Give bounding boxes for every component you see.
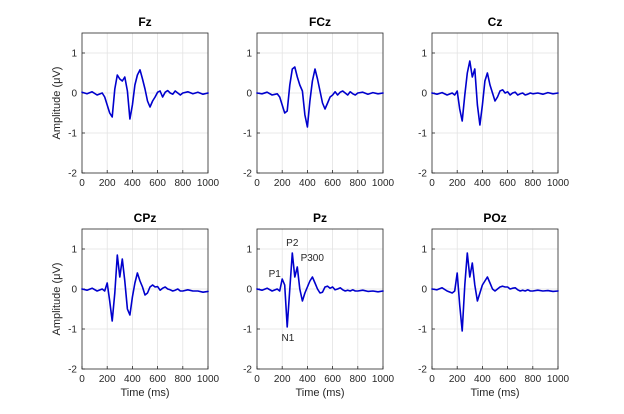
panel-fz: 0 200 400 600 800 1000 -2 -1 0 1 Fz Amplitude (μV) xyxy=(51,15,220,189)
axes-box xyxy=(81,32,209,174)
panel-poz: 0 200 400 600 800 1000 -2 -1 0 1 POz Time (ms) xyxy=(418,211,569,399)
erp-waveform-fcz xyxy=(256,66,384,128)
y-tick-label: -2 xyxy=(418,365,427,376)
panel-cpz: 0 200 400 600 800 1000 -2 -1 0 1 CPz Time (ms) Ampli… xyxy=(51,211,220,399)
y-tick-label: 0 xyxy=(71,89,77,100)
erp-waveform-pz xyxy=(256,252,384,328)
panel-title: POz xyxy=(483,211,506,225)
x-tick-label: 800 xyxy=(174,178,191,189)
x-tick-label: 400 xyxy=(124,178,141,189)
panel-cz: 0 200 400 600 800 1000 -2 -1 0 1 Cz xyxy=(418,15,569,189)
x-tick-label: 400 xyxy=(299,374,316,385)
y-tick-label: -1 xyxy=(243,129,252,140)
x-tick-label: 800 xyxy=(349,374,366,385)
x-tick-label: 800 xyxy=(524,178,541,189)
panel-title: CPz xyxy=(134,211,157,225)
y-tick-label: -2 xyxy=(68,365,77,376)
y-tick-label: 0 xyxy=(421,89,427,100)
x-tick-label: 0 xyxy=(254,178,260,189)
panel-pz: 0 200 400 600 800 1000 -2 -1 0 1 Pz Time (ms) P1 P2P3… xyxy=(243,211,394,399)
y-tick-label: 1 xyxy=(421,49,427,60)
panel-title: FCz xyxy=(309,15,331,29)
y-tick-label: -2 xyxy=(243,169,252,180)
x-axis-label: Time (ms) xyxy=(120,387,169,399)
y-tick-label: -1 xyxy=(418,325,427,336)
y-tick-label: 1 xyxy=(246,49,252,60)
x-tick-label: 600 xyxy=(499,178,516,189)
y-tick-label: 0 xyxy=(246,89,252,100)
y-tick-label: 1 xyxy=(71,49,77,60)
x-tick-label: 400 xyxy=(124,374,141,385)
y-tick-label: 1 xyxy=(421,245,427,256)
x-tick-label: 800 xyxy=(349,178,366,189)
x-tick-label: 800 xyxy=(174,374,191,385)
x-tick-label: 0 xyxy=(429,178,435,189)
annotation-p300: P300 xyxy=(301,253,325,264)
x-tick-label: 200 xyxy=(99,374,116,385)
y-tick-label: 1 xyxy=(71,245,77,256)
x-tick-label: 400 xyxy=(474,178,491,189)
x-tick-label: 1000 xyxy=(372,178,395,189)
x-tick-label: 600 xyxy=(324,374,341,385)
erp-waveform-cpz xyxy=(81,254,209,322)
x-tick-label: 0 xyxy=(254,374,260,385)
y-tick-label: 0 xyxy=(246,285,252,296)
y-tick-label: -2 xyxy=(68,169,77,180)
axes-box xyxy=(431,228,559,370)
panel-title: Cz xyxy=(488,15,503,29)
annotation-n1: N1 xyxy=(281,333,294,344)
annotation-p2: P2 xyxy=(286,238,299,249)
panel-title: Pz xyxy=(313,211,327,225)
x-tick-label: 1000 xyxy=(547,178,570,189)
x-tick-label: 200 xyxy=(274,178,291,189)
y-tick-label: 1 xyxy=(246,245,252,256)
x-axis-label: Time (ms) xyxy=(470,387,519,399)
x-tick-label: 0 xyxy=(79,178,85,189)
x-axis-label: Time (ms) xyxy=(295,387,344,399)
x-tick-label: 0 xyxy=(429,374,435,385)
x-tick-label: 1000 xyxy=(372,374,395,385)
annotation-p1: P1 xyxy=(269,269,282,280)
x-tick-label: 600 xyxy=(149,374,166,385)
y-axis-label: Amplitude (μV) xyxy=(51,67,63,140)
erp-waveform-fz xyxy=(81,69,209,120)
y-tick-label: -1 xyxy=(68,325,77,336)
y-tick-label: -2 xyxy=(418,169,427,180)
x-tick-label: 1000 xyxy=(197,178,220,189)
panel-fcz: 0 200 400 600 800 1000 -2 -1 0 1 FCz xyxy=(243,15,394,189)
x-tick-label: 200 xyxy=(99,178,116,189)
erp-waveform-poz xyxy=(431,252,559,332)
x-tick-label: 200 xyxy=(449,374,466,385)
y-tick-label: -1 xyxy=(418,129,427,140)
panel-title: Fz xyxy=(138,15,151,29)
x-tick-label: 200 xyxy=(449,178,466,189)
x-tick-label: 600 xyxy=(324,178,341,189)
y-tick-label: -1 xyxy=(68,129,77,140)
x-tick-label: 400 xyxy=(474,374,491,385)
y-tick-label: -1 xyxy=(243,325,252,336)
x-tick-label: 1000 xyxy=(547,374,570,385)
x-tick-label: 0 xyxy=(79,374,85,385)
y-axis-label: Amplitude (μV) xyxy=(51,263,63,336)
y-tick-label: -2 xyxy=(243,365,252,376)
axes-box xyxy=(256,228,384,370)
y-tick-label: 0 xyxy=(421,285,427,296)
axes-box xyxy=(81,228,209,370)
x-tick-label: 400 xyxy=(299,178,316,189)
axes-box xyxy=(431,32,559,174)
y-tick-label: 0 xyxy=(71,285,77,296)
x-tick-label: 200 xyxy=(274,374,291,385)
x-tick-label: 600 xyxy=(499,374,516,385)
erp-waveform-cz xyxy=(431,60,559,126)
x-tick-label: 600 xyxy=(149,178,166,189)
x-tick-label: 800 xyxy=(524,374,541,385)
x-tick-label: 1000 xyxy=(197,374,220,385)
axes-box xyxy=(256,32,384,174)
